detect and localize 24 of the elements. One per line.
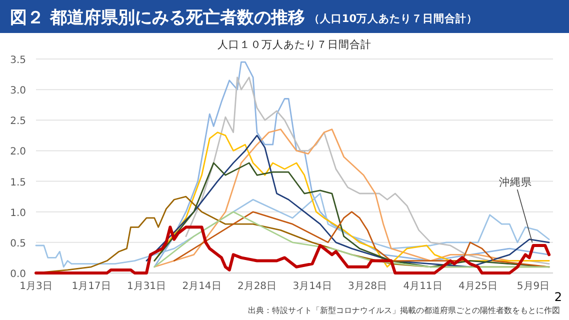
y-tick-label: 2.0 [10, 146, 26, 158]
y-tick-label: 1.5 [10, 177, 26, 188]
y-tick-label: 0.0 [10, 269, 26, 280]
y-tick-label: 2.5 [10, 116, 26, 128]
x-tick-label: 1月31日 [126, 281, 166, 292]
x-tick-label: 1月17日 [72, 281, 111, 292]
x-tick-label: 3月28日 [348, 281, 388, 292]
x-tick-label: 4月11日 [403, 281, 442, 292]
y-tick-label: 3.5 [10, 55, 26, 66]
subtitle: （人口10万人あたり７日間合計） [308, 13, 478, 25]
series-label: 沖縄県 [498, 176, 532, 188]
y-tick-label: 1.0 [10, 208, 26, 219]
x-tick-label: 2月14日 [182, 281, 222, 292]
y-tick-label: 0.5 [10, 238, 26, 250]
annotation: 人口１０万人あたり７日間合計 [218, 39, 372, 51]
title: 図２ 都道府県別にみる死亡者数の推移 [10, 8, 305, 28]
annotation: 2 [554, 290, 562, 304]
annotation: 出典：特設サイト「新型コロナウイルス」掲載の都道府県ごとの陽性者数をもとに作図 [248, 306, 560, 315]
x-tick-label: 3月14日 [292, 281, 332, 292]
x-tick-label: 2月28日 [237, 281, 277, 292]
x-tick-label: 5月9日 [516, 281, 550, 292]
x-tick-label: 4月25日 [458, 281, 498, 292]
y-tick-label: 3.0 [10, 86, 26, 97]
x-tick-label: 1月3日 [20, 281, 52, 292]
